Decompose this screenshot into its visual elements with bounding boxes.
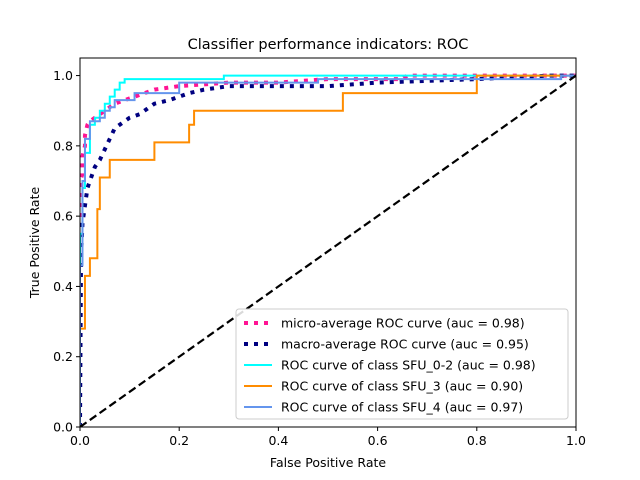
x-axis-label: False Positive Rate	[270, 455, 386, 470]
legend-label: macro-average ROC curve (auc = 0.95)	[281, 337, 529, 352]
x-tick-label: 0.8	[467, 433, 487, 448]
legend-label: micro-average ROC curve (auc = 0.98)	[281, 316, 525, 331]
y-axis-label: True Positive Rate	[27, 187, 42, 300]
x-axis-ticks: 0.0 0.2 0.4 0.6 0.8 1.0	[70, 427, 586, 448]
x-tick-label: 0.6	[368, 433, 388, 448]
y-tick-label: 0.8	[53, 138, 73, 153]
series-layer	[80, 73, 576, 427]
y-tick-label: 0.2	[53, 349, 73, 364]
legend: micro-average ROC curve (auc = 0.98) macr…	[235, 308, 569, 420]
x-tick-label: 0.2	[169, 433, 189, 448]
x-tick-label: 1.0	[566, 433, 586, 448]
x-tick-label: 0.4	[268, 433, 288, 448]
series-line-4	[80, 74, 576, 427]
x-tick-label: 0.0	[70, 433, 90, 448]
chart-title: Classifier performance indicators: ROC	[188, 37, 469, 53]
legend-label: ROC curve of class SFU_3 (auc = 0.90)	[281, 379, 523, 394]
y-tick-label: 0.6	[53, 209, 73, 224]
chance-diagonal-line	[80, 74, 576, 427]
y-tick-label: 1.0	[53, 68, 73, 83]
y-tick-label: 0.4	[53, 279, 73, 294]
plot-frame	[79, 57, 577, 428]
y-tick-label: 0.0	[53, 420, 73, 435]
legend-label: ROC curve of class SFU_0-2 (auc = 0.98)	[281, 358, 536, 373]
legend-box	[235, 308, 569, 420]
series-line-1	[80, 73, 576, 427]
series-line-3	[80, 74, 576, 427]
legend-label: ROC curve of class SFU_4 (auc = 0.97)	[281, 400, 523, 415]
y-axis-ticks: 0.0 0.2 0.4 0.6 0.8 1.0	[53, 68, 80, 435]
